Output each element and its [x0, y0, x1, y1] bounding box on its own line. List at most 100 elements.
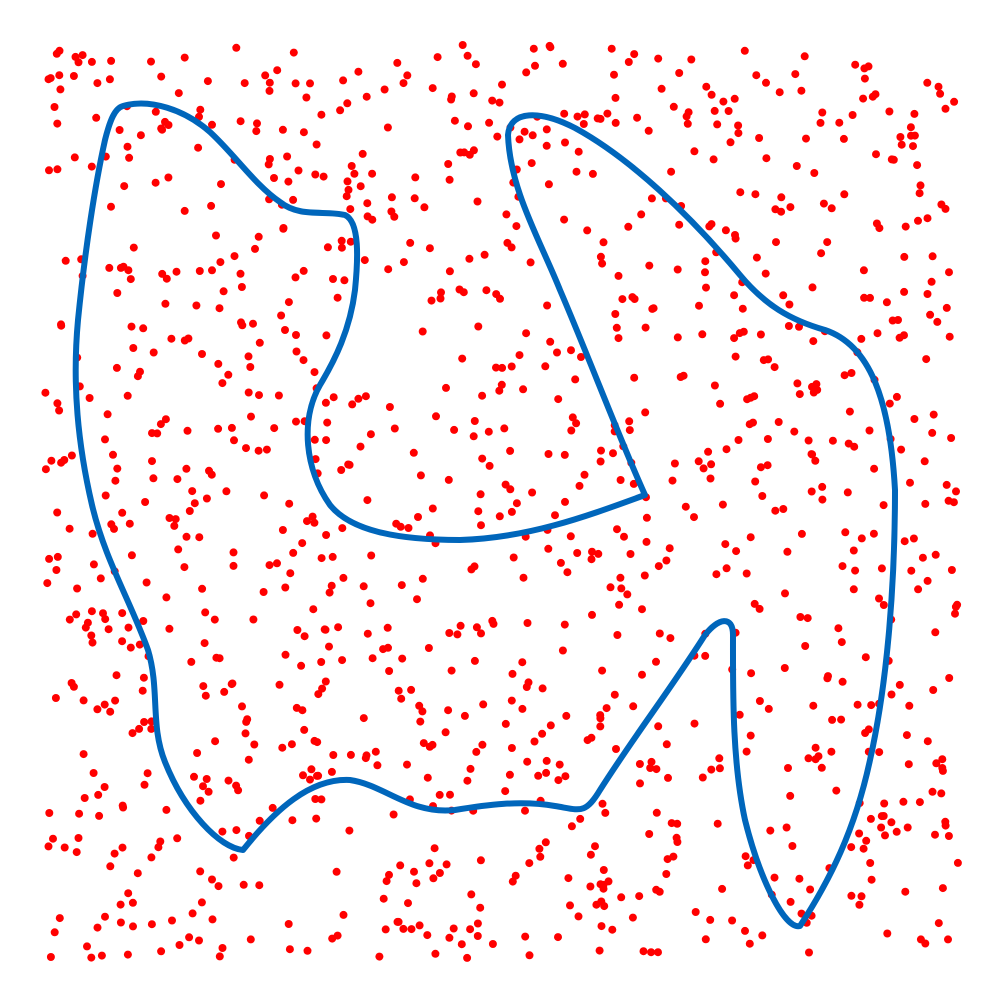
scatter-point — [609, 449, 617, 458]
scatter-point — [652, 657, 660, 666]
scatter-point — [796, 613, 805, 621]
scatter-point — [784, 764, 792, 772]
scatter-point — [240, 79, 249, 88]
scatter-point — [309, 605, 318, 614]
scatter-point — [110, 849, 119, 858]
scatter-point — [368, 169, 377, 178]
scatter-point — [442, 383, 450, 392]
scatter-point — [538, 684, 547, 693]
scatter-point — [214, 882, 223, 891]
scatter-point — [914, 216, 922, 225]
scatter-point — [141, 498, 150, 506]
scatter-point — [55, 406, 64, 415]
scatter-point — [227, 423, 236, 432]
scatter-point — [222, 487, 231, 496]
scatter-point — [325, 588, 334, 597]
scatter-point — [606, 583, 615, 592]
scatter-point — [447, 666, 456, 675]
scatter-point — [642, 537, 651, 546]
scatter-point — [611, 93, 620, 102]
scatter-point — [534, 771, 543, 780]
scatter-point — [751, 190, 760, 199]
scatter-point — [399, 258, 408, 267]
scatter-point — [53, 165, 62, 174]
scatter-point — [420, 203, 429, 212]
scatter-point — [515, 135, 524, 144]
scatter-point — [745, 420, 754, 429]
scatter-point — [458, 354, 467, 363]
scatter-point — [44, 75, 53, 84]
scatter-point — [442, 860, 451, 869]
scatter-point — [41, 388, 50, 397]
scatter-point — [746, 731, 755, 740]
scatter-point — [596, 457, 605, 466]
scatter-point — [410, 194, 419, 203]
scatter-point — [56, 85, 65, 94]
scatter-point — [928, 787, 937, 796]
scatter-point — [207, 201, 216, 210]
scatter-point — [253, 119, 261, 128]
scatter-point — [239, 880, 248, 889]
scatter-point — [652, 885, 661, 894]
scatter-point — [106, 862, 115, 871]
scatter-point — [859, 844, 868, 853]
scatter-point — [449, 924, 458, 933]
scatter-point — [214, 424, 223, 433]
scatter-point — [503, 238, 512, 247]
scatter-point — [53, 399, 62, 408]
scatter-point — [194, 143, 203, 152]
scatter-point — [278, 125, 287, 134]
scatter-point — [119, 803, 128, 812]
scatter-point — [544, 450, 553, 458]
scatter-point — [560, 450, 569, 459]
scatter-point — [463, 953, 472, 962]
scatter-point — [594, 549, 603, 558]
scatter-point — [691, 908, 700, 916]
scatter-point — [616, 573, 625, 582]
scatter-point — [323, 243, 332, 252]
scatter-point — [306, 775, 314, 784]
scatter-point — [860, 74, 869, 83]
scatter-point — [726, 138, 735, 147]
scatter-point — [521, 932, 530, 941]
scatter-point — [832, 786, 841, 795]
scatter-point — [645, 261, 654, 270]
scatter-point — [777, 207, 786, 216]
scatter-point — [436, 294, 445, 303]
scatter-point — [629, 702, 638, 711]
scatter-point — [74, 58, 83, 67]
scatter-point — [303, 517, 311, 526]
scatter-point — [872, 150, 880, 159]
scatter-point — [808, 283, 817, 292]
scatter-point — [128, 898, 137, 907]
scatter-point — [215, 952, 224, 961]
scatter-point — [730, 291, 739, 300]
scatter-point — [109, 450, 117, 459]
scatter-point — [572, 167, 581, 176]
scatter-point — [254, 446, 263, 455]
scatter-point — [928, 252, 937, 261]
scatter-point — [123, 391, 132, 400]
scatter-point — [923, 737, 932, 746]
scatter-point — [456, 621, 465, 630]
scatter-point — [53, 508, 62, 517]
scatter-point — [505, 770, 514, 779]
scatter-point — [286, 569, 295, 578]
scatter-point — [611, 118, 620, 127]
scatter-point — [906, 123, 915, 132]
scatter-point — [853, 700, 862, 709]
scatter-point — [698, 330, 707, 339]
scatter-point — [465, 254, 474, 263]
scatter-point — [865, 426, 874, 435]
scatter-point — [262, 445, 271, 454]
scatter-point — [672, 833, 681, 842]
scatter-point — [838, 562, 847, 571]
scatter-point — [597, 446, 605, 455]
scatter-point — [361, 392, 370, 401]
scatter-point — [780, 664, 789, 672]
scatter-point — [124, 889, 133, 898]
scatter-point — [500, 424, 509, 433]
scatter-point — [841, 528, 850, 537]
scatter-point — [112, 363, 121, 372]
scatter-point — [125, 519, 134, 528]
